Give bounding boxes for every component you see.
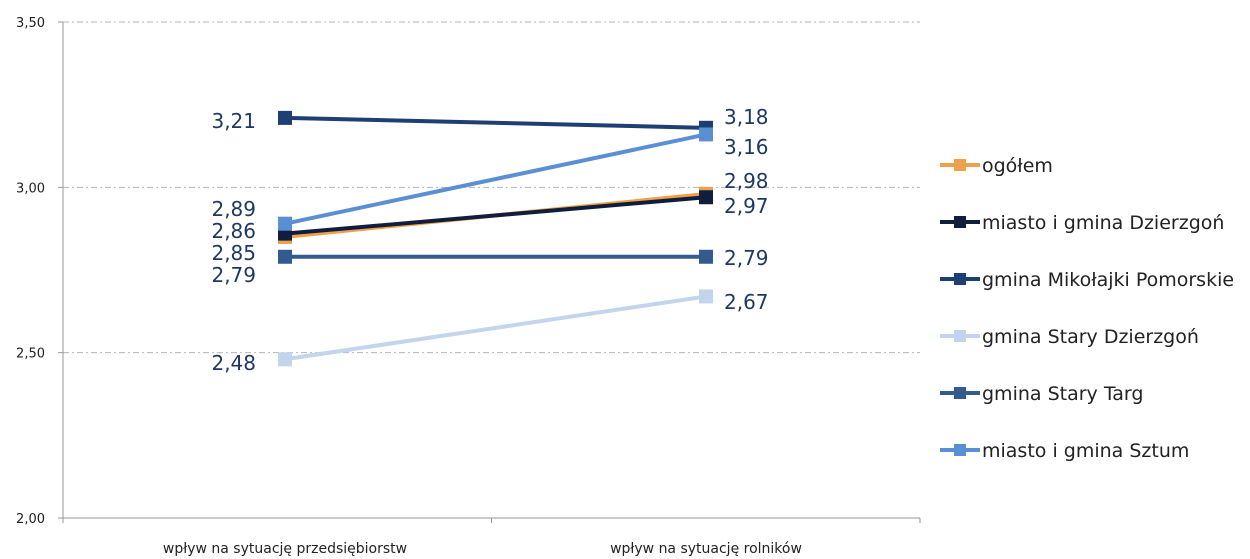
data-label: 2,67 xyxy=(724,290,769,314)
legend-marker xyxy=(954,387,966,399)
data-label: 3,21 xyxy=(211,109,256,133)
legend-label: miasto i gmina Dzierzgoń xyxy=(982,212,1224,234)
series-line xyxy=(283,115,708,130)
legend-label: gmina Stary Targ xyxy=(982,383,1143,405)
data-label: 2,79 xyxy=(724,246,769,270)
series-line xyxy=(283,132,708,226)
data-point xyxy=(278,110,292,125)
data-label: 2,86 xyxy=(211,219,256,243)
series-line xyxy=(283,195,708,236)
legend-marker xyxy=(954,444,966,456)
data-point xyxy=(278,216,292,231)
data-point xyxy=(699,289,713,304)
data-point xyxy=(278,352,292,367)
y-tick-label: 2,00 xyxy=(16,512,45,527)
gridlines xyxy=(63,21,920,354)
data-label: 3,16 xyxy=(724,135,769,159)
data-label: 2,89 xyxy=(211,197,256,221)
data-label: 2,79 xyxy=(211,263,256,287)
legend-marker xyxy=(954,159,966,171)
series-group xyxy=(278,110,713,367)
legend-label: ogółem xyxy=(982,155,1053,177)
data-point xyxy=(699,249,713,264)
series-line xyxy=(283,294,708,362)
y-tick-label: 3,50 xyxy=(16,16,45,31)
data-point xyxy=(278,249,292,264)
data-point xyxy=(699,127,713,142)
legend-label: gmina Mikołajki Pomorskie xyxy=(982,269,1234,291)
legend-label: miasto i gmina Sztum xyxy=(982,440,1189,462)
x-category-label: wpływ na sytuację rolników xyxy=(610,541,802,557)
legend: ogółem miasto i gmina Dzierzgoń gmina Miko… xyxy=(940,155,1234,462)
axes: 2,00 2,50 3,00 3,50 wpływ na sytuację przeds… xyxy=(16,16,921,557)
legend-marker xyxy=(954,273,966,285)
data-point xyxy=(699,190,713,205)
y-tick-label: 3,00 xyxy=(16,181,45,196)
data-label: 3,18 xyxy=(724,105,769,129)
legend-marker xyxy=(954,216,966,228)
data-label: 2,85 xyxy=(211,241,256,265)
data-label: 2,97 xyxy=(724,194,769,218)
y-tick-label: 2,50 xyxy=(16,347,45,362)
legend-label: gmina Stary Dzierzgoń xyxy=(982,326,1199,348)
data-labels: 2,85 2,98 2,86 2,97 3,21 3,18 2,48 2,67 2,79 2,79… xyxy=(211,105,768,375)
data-label: 2,98 xyxy=(724,169,769,193)
legend-marker xyxy=(954,330,966,342)
data-label: 2,48 xyxy=(211,351,256,375)
x-category-label: wpływ na sytuację przedsiębiorstw xyxy=(163,541,407,557)
